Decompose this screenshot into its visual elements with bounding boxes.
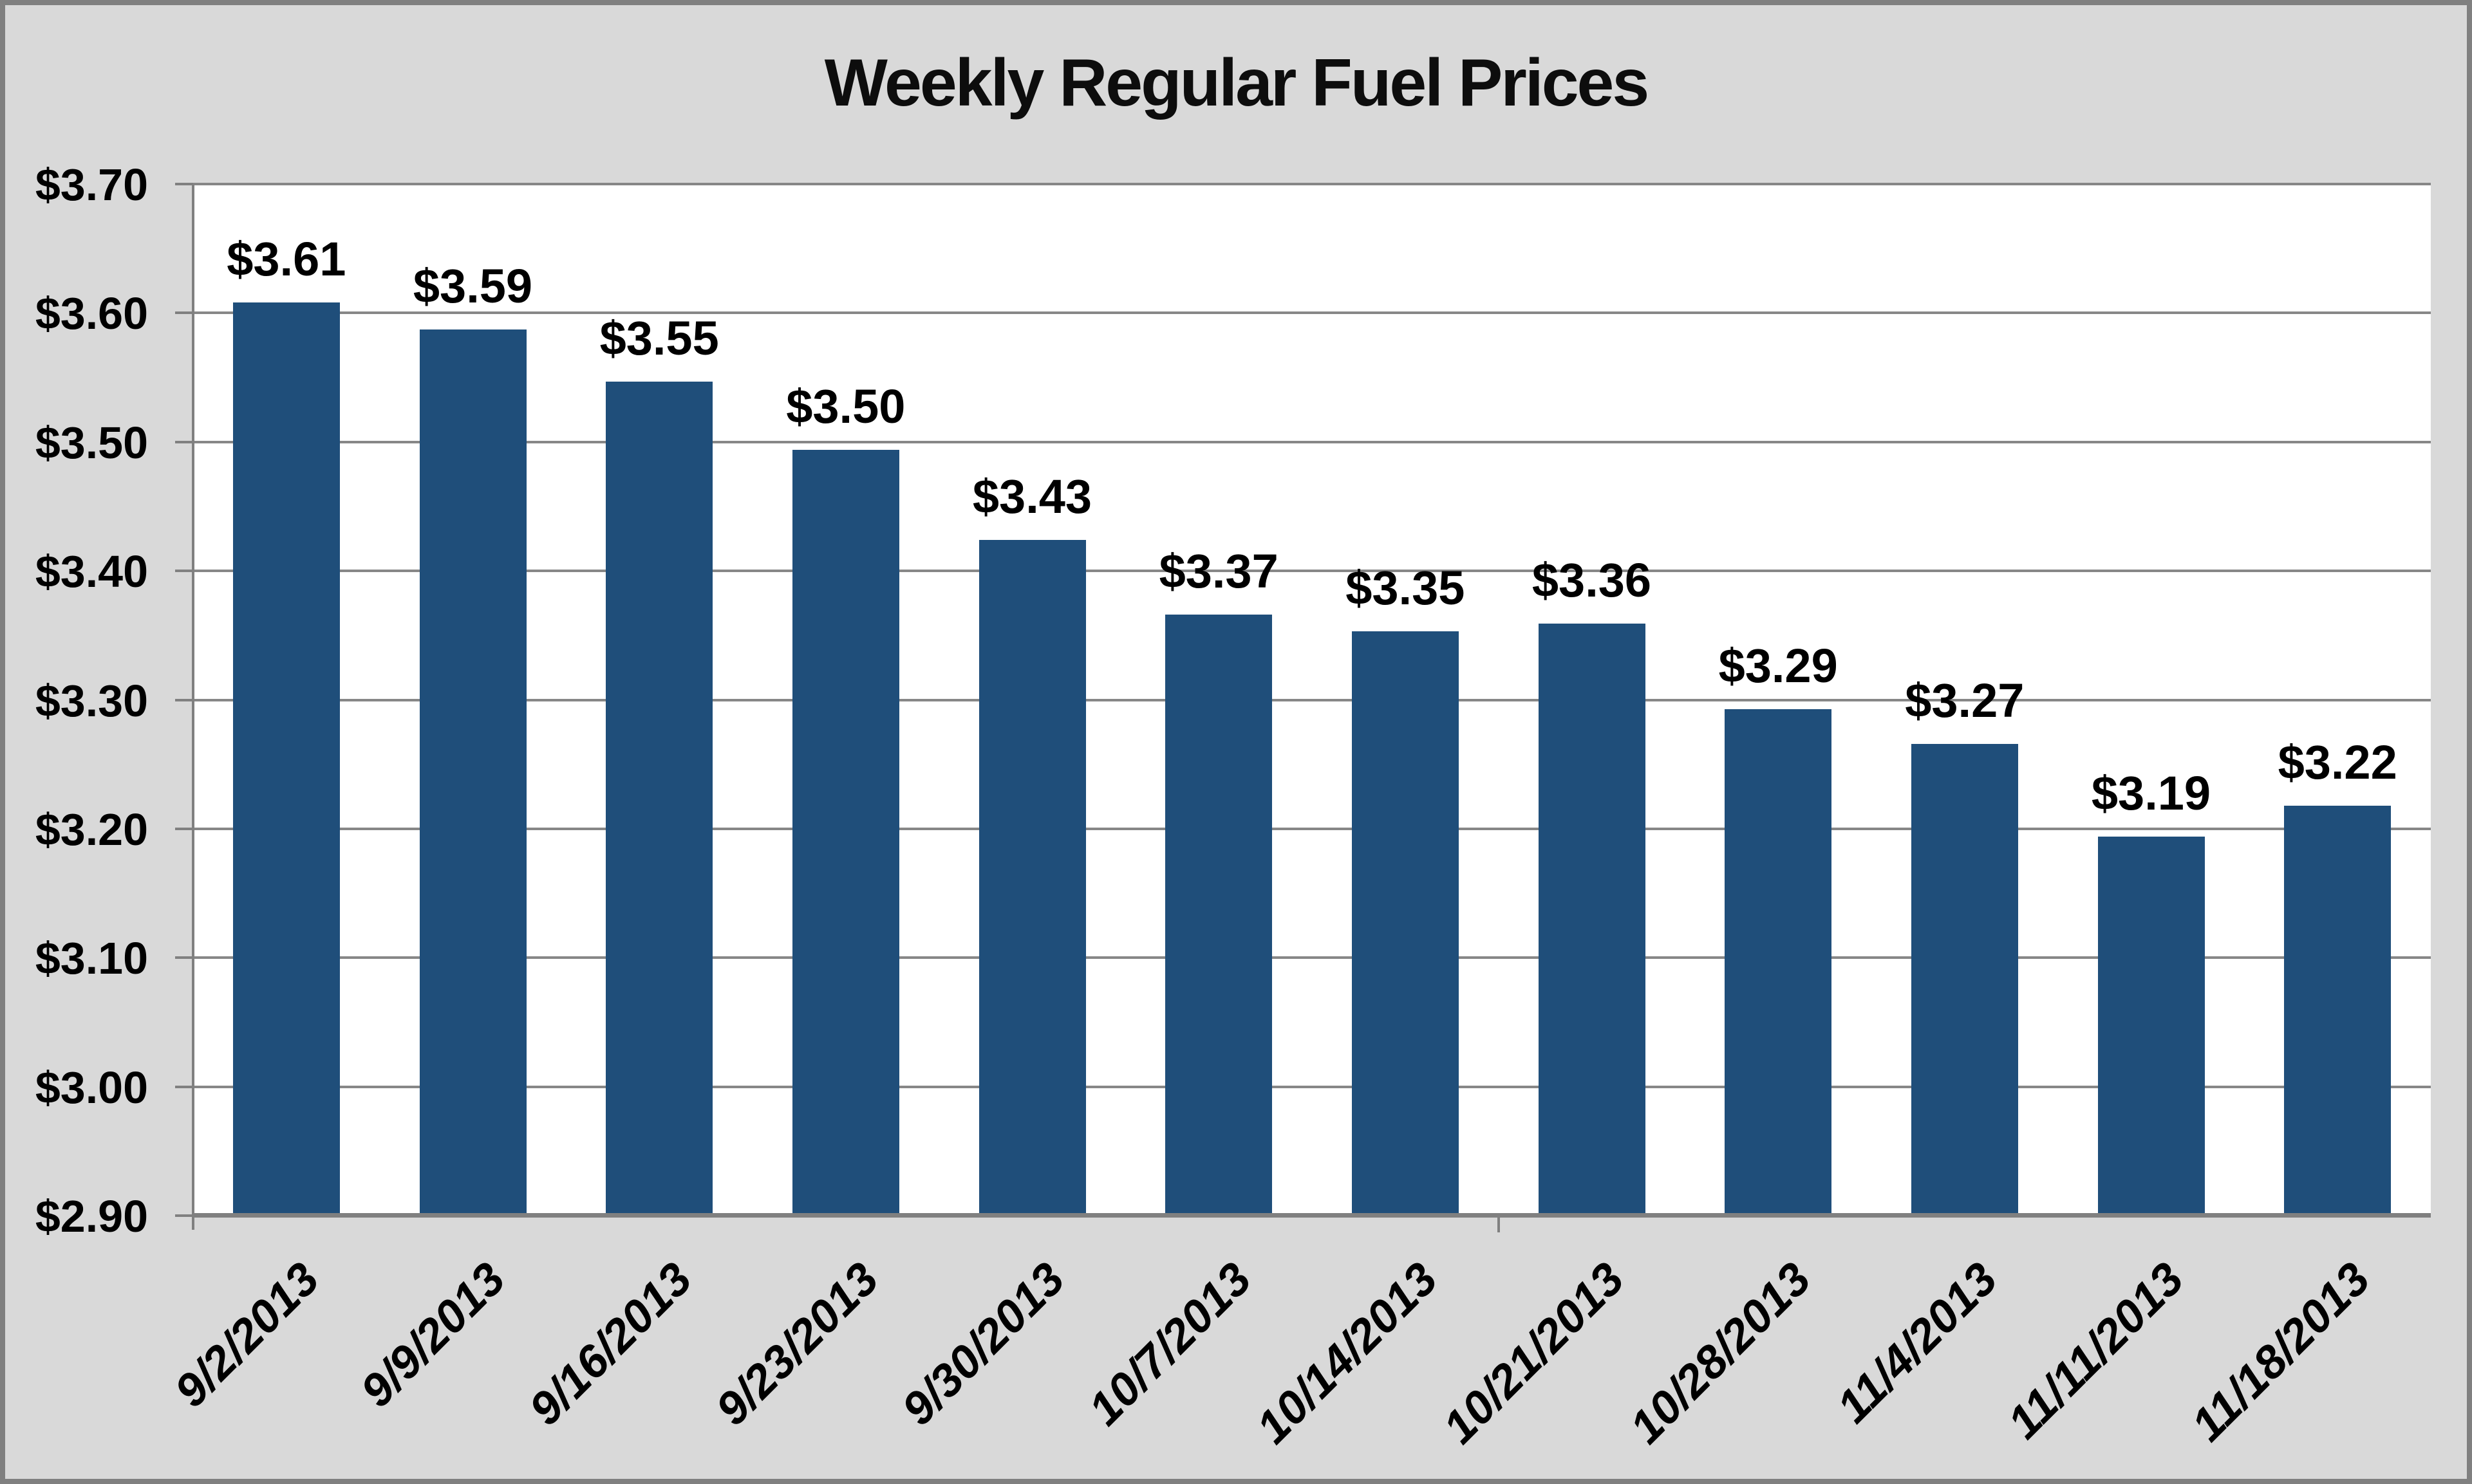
chart-title: Weekly Regular Fuel Prices — [824, 46, 1649, 120]
gridline — [193, 956, 2431, 960]
x-axis-tick-label: 11/18/2013 — [2182, 1253, 2380, 1451]
bar — [2097, 836, 2205, 1216]
y-axis-tick-label: $3.30 — [35, 675, 148, 726]
bar — [1538, 624, 1645, 1216]
x-axis-line — [193, 1213, 2431, 1218]
x-axis-tick-label: 9/16/2013 — [519, 1253, 702, 1436]
y-axis-tick-label: $2.90 — [35, 1191, 148, 1241]
x-axis-tick-label: 10/7/2013 — [1078, 1253, 1261, 1436]
gridline — [193, 827, 2431, 830]
bar-value-label: $3.37 — [1159, 544, 1278, 598]
y-axis-tick-label: $3.70 — [35, 160, 148, 210]
bar-value-label: $3.22 — [2278, 735, 2397, 789]
bar — [1911, 743, 2018, 1216]
y-axis-tick-mark — [175, 1214, 193, 1217]
bar-value-label: $3.19 — [2091, 766, 2211, 820]
bar — [2284, 805, 2392, 1216]
x-axis-tick-label: 9/2/2013 — [164, 1253, 329, 1417]
gridline — [193, 698, 2431, 701]
bar-value-label: $3.36 — [1531, 553, 1652, 608]
x-axis-tick-mark — [1497, 1217, 1500, 1232]
y-axis-tick-mark — [175, 570, 193, 573]
y-axis-tick-label: $3.60 — [35, 288, 148, 339]
y-axis-tick-mark — [175, 183, 193, 185]
bar — [1725, 709, 1832, 1216]
y-axis-tick-mark — [175, 956, 193, 960]
y-axis-line — [192, 184, 194, 1230]
gridline — [193, 1085, 2431, 1088]
bar-value-label: $3.43 — [972, 470, 1092, 524]
plot-area — [193, 183, 2431, 1217]
y-axis-tick-label: $3.00 — [35, 1062, 148, 1113]
bar-value-label: $3.35 — [1345, 561, 1465, 615]
bar-value-label: $3.29 — [1718, 638, 1838, 692]
gridline — [193, 570, 2431, 573]
x-axis-tick-label: 11/11/2013 — [1998, 1253, 2194, 1449]
y-axis-tick-label: $3.20 — [35, 804, 148, 855]
y-axis-tick-mark — [175, 1085, 193, 1088]
x-axis-tick-label: 9/9/2013 — [351, 1253, 516, 1417]
y-axis-tick-label: $3.50 — [35, 417, 148, 468]
bar — [419, 329, 527, 1216]
y-axis-tick-mark — [175, 827, 193, 830]
y-axis-tick-mark — [175, 311, 193, 315]
x-axis-tick-label: 11/4/2013 — [1827, 1253, 2007, 1433]
bar-value-label: $3.50 — [786, 379, 906, 433]
x-axis-tick-label: 10/28/2013 — [1620, 1253, 1821, 1454]
bar — [1351, 631, 1459, 1216]
y-axis-tick-mark — [175, 440, 193, 443]
x-axis-tick-label: 10/14/2013 — [1247, 1253, 1448, 1454]
bar — [606, 381, 713, 1216]
bar-value-label: $3.55 — [599, 311, 719, 365]
gridline — [193, 311, 2431, 315]
bar — [792, 449, 899, 1216]
bar — [232, 302, 340, 1216]
x-axis-tick-label: 9/23/2013 — [706, 1253, 888, 1436]
y-axis-tick-label: $3.40 — [35, 546, 148, 597]
bar-value-label: $3.27 — [1905, 673, 2025, 727]
bar-value-label: $3.59 — [413, 259, 533, 313]
x-axis-tick-label: 9/30/2013 — [892, 1253, 1075, 1436]
y-axis-tick-mark — [175, 698, 193, 701]
x-axis-tick-label: 10/21/2013 — [1433, 1253, 1634, 1454]
gridline — [193, 440, 2431, 443]
y-axis-tick-label: $3.10 — [35, 933, 148, 984]
bar — [1165, 615, 1273, 1216]
bar-value-label: $3.61 — [227, 232, 346, 286]
bar — [979, 540, 1086, 1216]
gridline — [193, 183, 2431, 185]
